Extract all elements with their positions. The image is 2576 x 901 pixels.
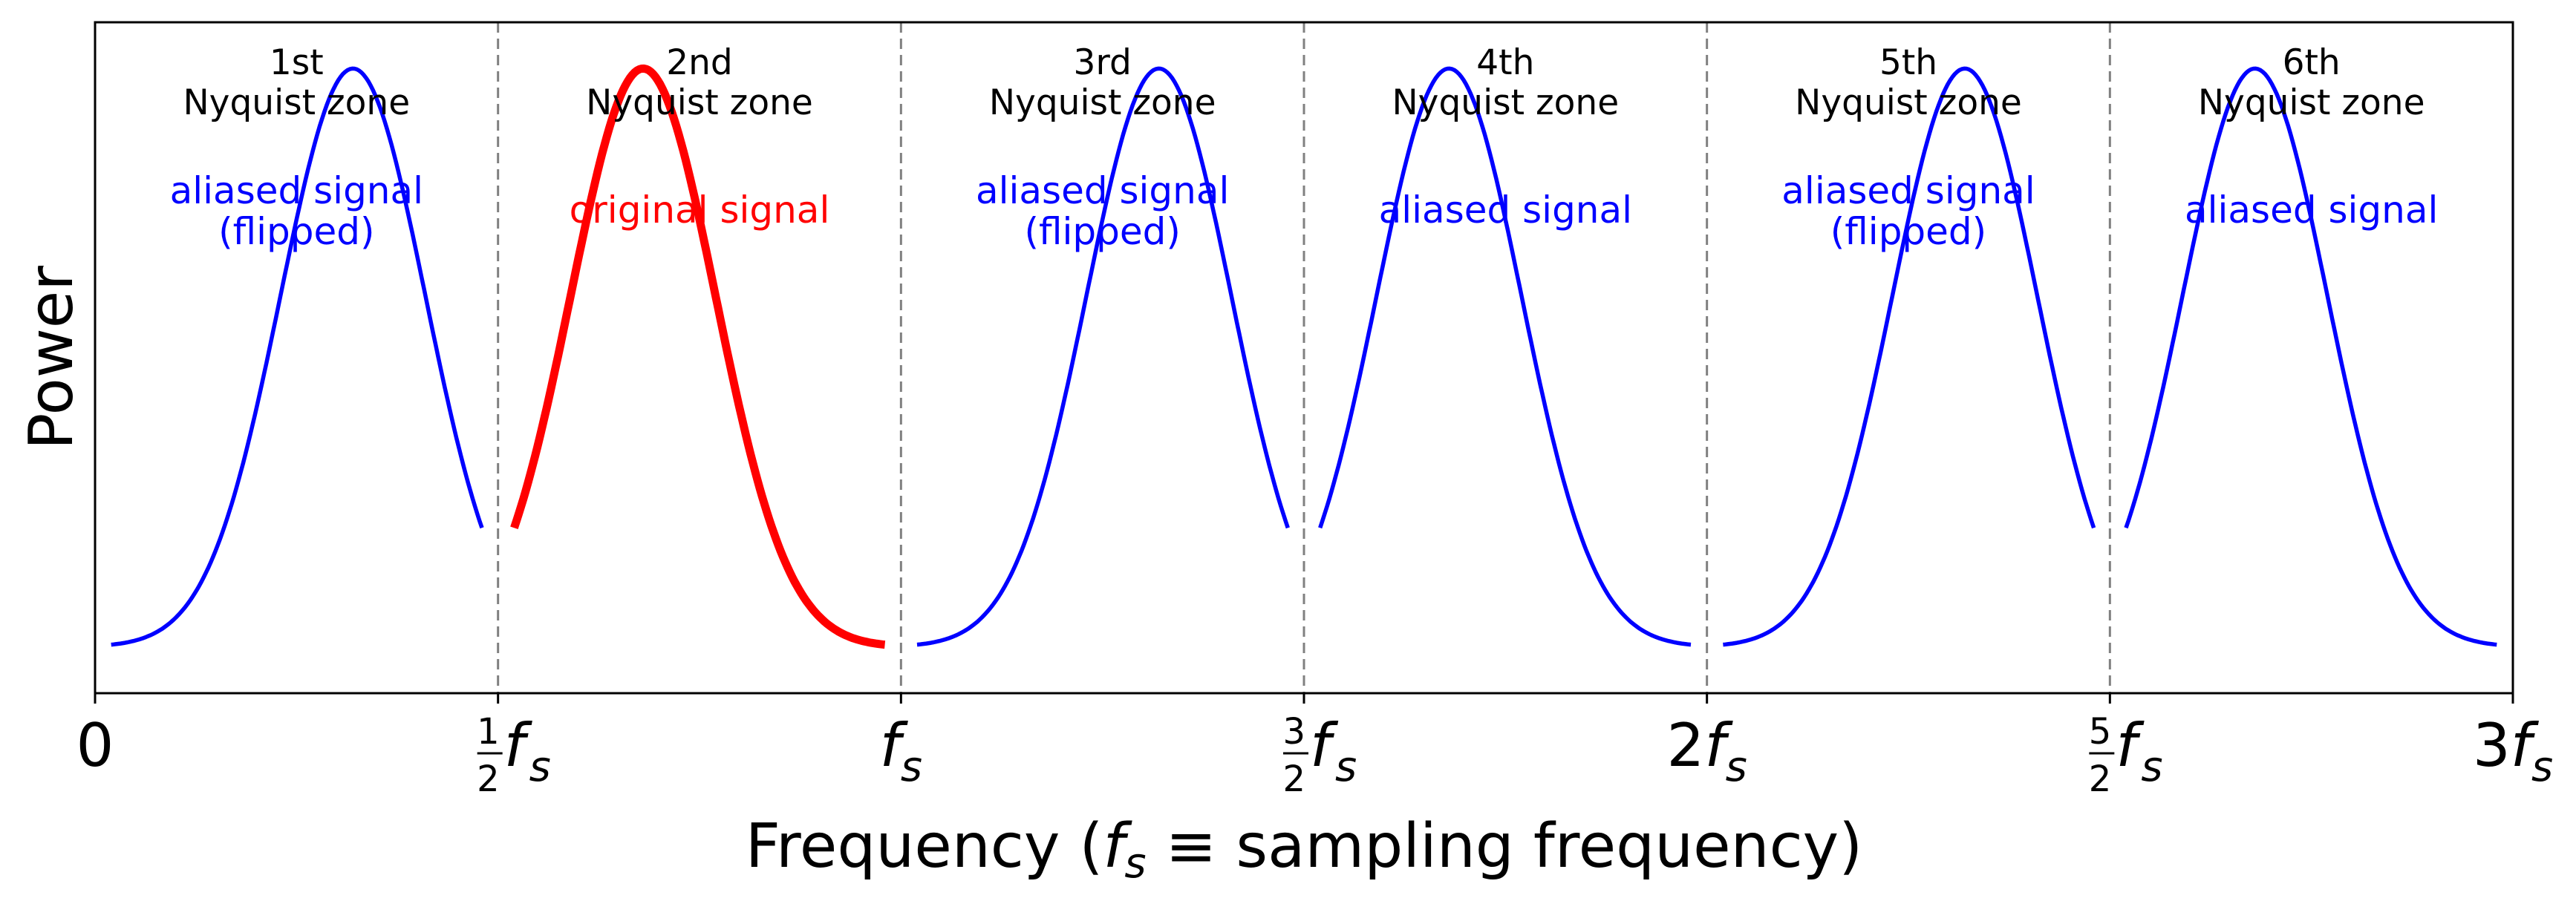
x-tick-numerator: 1 [477,711,500,753]
zone-title-name-6: Nyquist zone [2198,82,2425,123]
x-axis-label-open: Frequency ( [746,811,1103,882]
x-tick-subscript: s [1335,743,1357,791]
original-signal-curve-zone-2 [510,64,887,649]
zone-boundary-lines [497,22,2111,693]
y-axis-label: Power [16,266,87,450]
x-tick-label-5: 2fs [1667,711,1747,791]
zone-signal-label-5-line-2: (flipped) [1830,210,1986,253]
aliased-signal-curve-zone-1 [111,66,484,647]
x-tick-denominator: 2 [2089,759,2112,800]
x-tick-text: 0 [76,711,114,780]
zone-title-ordinal-4: 4th [1476,42,1534,83]
zone-signal-label-4: aliased signal [1379,189,1632,232]
x-tick-numerator: 5 [2089,711,2112,753]
x-axis-label-subscript: s [1124,839,1146,888]
x-tick-label-2: 12 f s [477,711,551,800]
x-tick-label-1: 0 [76,711,114,780]
zone-signal-label-2: original signal [570,189,830,232]
x-tick-label-4: 32 f s [1282,711,1357,800]
zone-signal-label-6: aliased signal [2185,189,2438,232]
aliased-signal-curve-zone-4 [1318,66,1692,647]
zone-title-name-4: Nyquist zone [1392,82,1620,123]
x-tick-label-3: fs [880,711,922,791]
x-tick-text: fs [880,711,922,791]
x-tick-denominator: 2 [477,759,500,800]
x-tick-label-7: 3fs [2473,711,2553,791]
x-tick-text: 3fs [2473,711,2553,791]
zone-signal-label-3-line-2: (flipped) [1024,210,1180,253]
x-tick-numerator: 3 [1282,711,1305,753]
zone-title-name-5: Nyquist zone [1795,82,2022,123]
x-tick-denominator: 2 [1282,759,1305,800]
zone-title-name-1: Nyquist zone [183,82,411,123]
x-tick-text: 2fs [1667,711,1747,791]
zone-signal-label-3-line-1: aliased signal [976,169,1229,212]
zone-title-name-3: Nyquist zone [989,82,1216,123]
zone-title-name-2: Nyquist zone [586,82,813,123]
zone-title-ordinal-5: 5th [1879,42,1937,83]
x-tick-label-6: 52 f s [2089,711,2163,800]
zone-title-ordinal-2: 2nd [666,42,733,83]
zone-title-ordinal-1: 1st [270,42,324,83]
x-tick-subscript: s [529,743,551,791]
zone-title-ordinal-3: 3rd [1074,42,1132,83]
zone-signal-label-5-line-1: aliased signal [1781,169,2035,212]
x-axis-label-rest: ≡ sampling frequency) [1147,811,1863,882]
aliased-signal-curve-zone-6 [2124,66,2497,647]
x-axis-label: Frequency (fs ≡ sampling frequency) [746,811,1862,888]
x-tick-subscript: s [2141,743,2162,791]
signal-curves [111,64,2497,649]
zone-signal-label-1-line-1: aliased signal [170,169,423,212]
zone-title-ordinal-6: 6th [2283,42,2341,83]
aliased-signal-curve-zone-5 [1723,66,2096,647]
aliased-signal-curve-zone-3 [916,66,1290,647]
zone-signal-label-1-line-2: (flipped) [218,210,374,253]
